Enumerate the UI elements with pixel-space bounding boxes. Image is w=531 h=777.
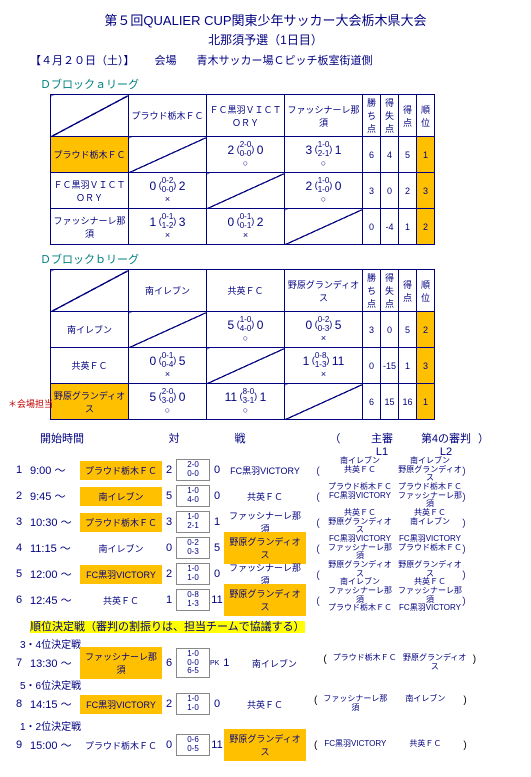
schedule-row: 9 15:00 ～ プラウド栃木ＦＣ 0 0-60-5 11 野原グランディオス… <box>10 733 521 757</box>
schedule-list: 1 9:00 ～ プラウド栃木ＦＣ 2 2-00-0 0 FC黒羽VICTORY… <box>10 458 521 612</box>
schedule-row: 7 13:30 ～ ファッシナーレ那須 6 1-00-06-5PK 1 南イレブ… <box>10 651 521 675</box>
schedule-row: 1 9:00 ～ プラウド栃木ＦＣ 2 2-00-0 0 FC黒羽VICTORY… <box>10 458 521 482</box>
venue-value: 青木サッカー場Ｃピッチ板室街道側 <box>197 52 373 68</box>
schedule-row: 3 10:30 ～ プラウド栃木ＦＣ 3 1-02-1 1 ファッシナーレ那須 … <box>10 510 521 534</box>
venue-row: 【４月２０日（土）】 会場 青木サッカー場Ｃピッチ板室街道側 <box>10 52 521 68</box>
block-a-label: Ｄブロックａリーグ <box>10 76 521 92</box>
subtitle: 北那須予選（1日目） <box>10 31 521 48</box>
playoff-subsection: 5・6位決定戦 <box>10 677 521 692</box>
main-title: 第５回QUALIER CUP関東少年サッカー大会栃木県大会 <box>10 10 521 29</box>
playoff-title: 順位決定戦（審判の割振りは、担当チームで協議する） <box>10 618 521 634</box>
schedule-row: 8 14:15 ～ FC黒羽VICTORY 2 1-01-0 0 共英ＦＣ ( … <box>10 692 521 716</box>
block-b-label: Ｄブロックｂリーグ <box>10 251 521 267</box>
league-b-table: 南イレブン共英ＦＣ野原グランディオス勝ち点得失点得点順位南イレブン5 (1-04… <box>50 269 435 420</box>
league-a-table: プラウド栃木ＦＣＦＣ黒羽ＶＩＣＴＯＲＹファッシナーレ那須勝ち点得失点得点順位プラ… <box>50 94 435 245</box>
venue-label: 会場 <box>155 52 177 68</box>
venue-note: ＊会場担当 <box>8 397 53 410</box>
schedule-header: 開始時間 対 戦 （ 主審L1 第4の審判L2 ） <box>10 430 521 458</box>
date: 【４月２０日（土）】 <box>30 52 135 68</box>
schedule-row: 4 11:15 ～ 南イレブン 0 0-20-3 5 野原グランディオス （ F… <box>10 536 521 560</box>
schedule-row: 6 12:45 ～ 共英ＦＣ 1 0-81-3 11 野原グランディオス （ フ… <box>10 588 521 612</box>
schedule-row: 5 12:00 ～ FC黒羽VICTORY 2 1-01-0 0 ファッシナーレ… <box>10 562 521 586</box>
schedule-row: 2 9:45 ～ 南イレブン 5 1-04-0 0 共英ＦＣ （ プラウド栃木Ｆ… <box>10 484 521 508</box>
playoff-list: 3・4位決定戦 7 13:30 ～ ファッシナーレ那須 6 1-00-06-5P… <box>10 636 521 757</box>
